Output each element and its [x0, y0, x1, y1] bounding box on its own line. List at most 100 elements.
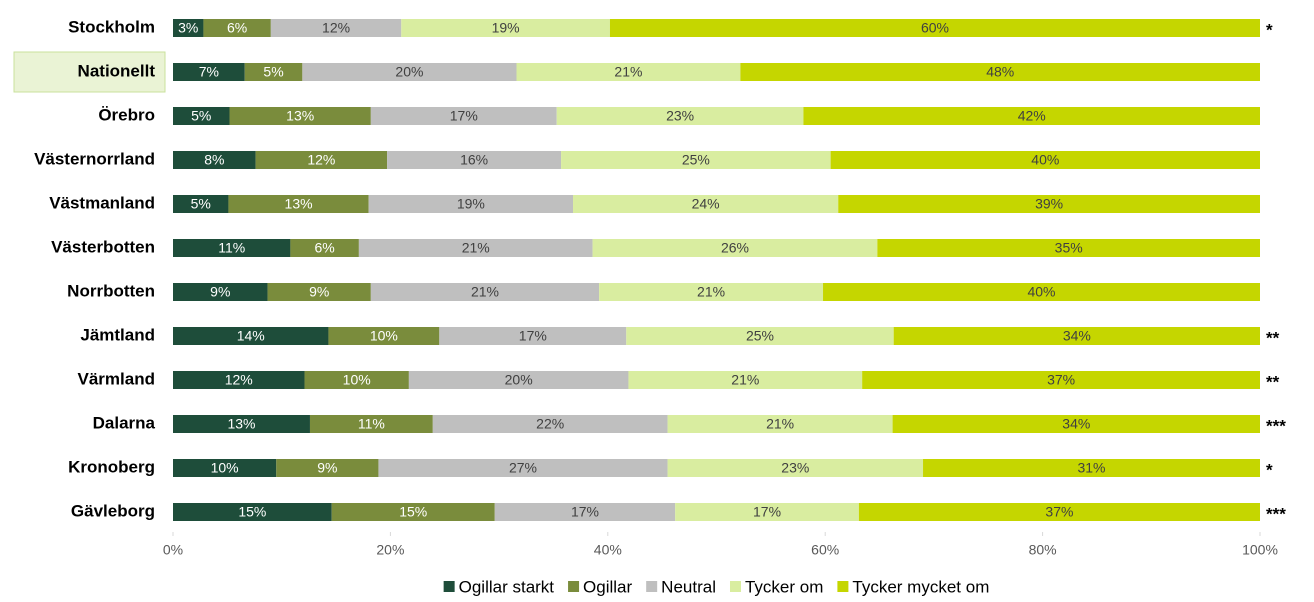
bar-segment: [173, 63, 245, 81]
value-label: 35%: [1055, 240, 1083, 256]
legend-label: Tycker om: [745, 577, 823, 596]
value-label: 25%: [682, 152, 710, 168]
bar-segment: [609, 19, 1260, 37]
significance-mark: **: [1266, 372, 1280, 391]
value-label: 10%: [343, 372, 371, 388]
category-label: Stockholm: [68, 17, 155, 36]
bar-segment: [173, 459, 277, 477]
legend-swatch: [837, 581, 849, 592]
value-label: 7%: [199, 64, 219, 80]
category-label: Västmanland: [49, 193, 155, 212]
value-label: 11%: [358, 416, 385, 432]
bar-segment: [675, 503, 859, 521]
x-tick-label: 60%: [811, 542, 839, 558]
category-label: Dalarna: [93, 413, 156, 432]
bar-segment: [740, 63, 1260, 81]
bar-segment: [858, 503, 1260, 521]
legend-swatch: [646, 581, 658, 592]
bar-segment: [923, 459, 1260, 477]
value-label: 25%: [746, 328, 774, 344]
value-label: 23%: [666, 108, 694, 124]
bar-segment: [173, 195, 229, 213]
category-label: Jämtland: [80, 325, 155, 344]
bar-segment: [838, 195, 1260, 213]
value-label: 40%: [1027, 284, 1055, 300]
value-label: 24%: [692, 196, 720, 212]
value-label: 12%: [322, 20, 350, 36]
legend-swatch: [729, 581, 741, 592]
value-label: 12%: [307, 152, 335, 168]
significance-mark: *: [1266, 20, 1273, 39]
value-label: 11%: [218, 240, 245, 256]
value-label: 13%: [227, 416, 255, 432]
bar-segment: [276, 459, 379, 477]
value-label: 31%: [1077, 460, 1105, 476]
significance-mark: *: [1266, 460, 1273, 479]
value-label: 40%: [1031, 152, 1059, 168]
bar-segment: [556, 107, 804, 125]
value-label: 60%: [921, 20, 949, 36]
bar-segment: [173, 415, 310, 433]
value-label: 9%: [210, 284, 230, 300]
value-label: 34%: [1063, 328, 1091, 344]
value-label: 13%: [285, 196, 313, 212]
value-label: 5%: [191, 196, 211, 212]
value-label: 20%: [505, 372, 533, 388]
value-label: 12%: [225, 372, 253, 388]
bar-segment: [203, 19, 271, 37]
bar-segment: [516, 63, 741, 81]
value-label: 22%: [536, 416, 564, 432]
bar-segment: [830, 151, 1260, 169]
value-label: 5%: [263, 64, 283, 80]
bar-segment: [370, 107, 557, 125]
legend-label: Neutral: [661, 577, 716, 596]
value-label: 34%: [1062, 416, 1090, 432]
bar-segment: [331, 503, 495, 521]
category-label: Värmland: [78, 369, 155, 388]
bar-segment: [173, 327, 329, 345]
highlight-box: [13, 51, 166, 93]
bar-segment: [862, 371, 1260, 389]
bar-segment: [408, 371, 629, 389]
value-label: 21%: [766, 416, 794, 432]
bar-segment: [592, 239, 878, 257]
legend-label: Ogillar starkt: [459, 577, 555, 596]
bar-segment: [173, 239, 291, 257]
bar-segment: [255, 151, 388, 169]
bar-segment: [401, 19, 610, 37]
category-label: Norrbotten: [67, 281, 155, 300]
value-label: 21%: [471, 284, 499, 300]
value-label: 9%: [309, 284, 329, 300]
bar-segment: [370, 283, 600, 301]
bar-segment: [626, 327, 894, 345]
value-label: 14%: [237, 328, 265, 344]
bar-segment: [229, 107, 371, 125]
bar-segment: [302, 63, 517, 81]
bar-segment: [803, 107, 1260, 125]
bar-segment: [328, 327, 440, 345]
x-tick-label: 100%: [1242, 542, 1278, 558]
bar-segment: [358, 239, 593, 257]
bar-segment: [244, 63, 303, 81]
bar-segment: [368, 195, 574, 213]
bar-segment: [378, 459, 668, 477]
bar-segment: [173, 151, 256, 169]
bar-segment: [432, 415, 668, 433]
significance-mark: ***: [1266, 504, 1286, 523]
category-label: Gävleborg: [71, 501, 155, 520]
bar-segment: [173, 503, 332, 521]
bar-segment: [667, 459, 924, 477]
value-label: 37%: [1045, 504, 1073, 520]
bar-segment: [270, 19, 402, 37]
bar-segment: [667, 415, 893, 433]
bar-segment: [628, 371, 863, 389]
x-tick-label: 0%: [163, 542, 183, 558]
bar-segment: [309, 415, 433, 433]
bar-segment: [173, 283, 268, 301]
category-label: Västerbotten: [51, 237, 155, 256]
bar-segment: [599, 283, 824, 301]
value-label: 13%: [286, 108, 314, 124]
bar-segment: [877, 239, 1260, 257]
bar-segment: [173, 371, 305, 389]
